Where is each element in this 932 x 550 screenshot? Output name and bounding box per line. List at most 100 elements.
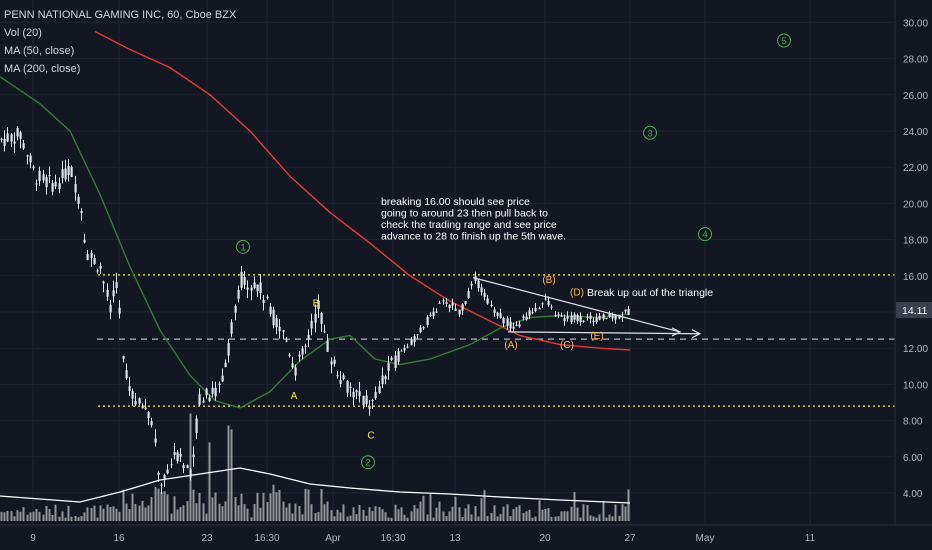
- volume-bar: [138, 505, 141, 521]
- candle-body: [48, 174, 51, 176]
- volume-bar: [470, 514, 473, 521]
- candle-body: [26, 155, 29, 157]
- candle-body: [573, 314, 576, 320]
- candle-body: [374, 391, 377, 399]
- current-price-label: 14.11: [902, 305, 928, 317]
- volume-bar: [378, 507, 381, 521]
- wave-label: 2: [365, 458, 370, 469]
- volume-bar: [243, 504, 246, 521]
- volume-bar: [16, 510, 19, 521]
- volume-bar: [13, 516, 16, 521]
- symbol-header[interactable]: PENN NATIONAL GAMING INC, 60, Cboe BZX: [4, 9, 237, 21]
- time-tick-label: 9: [30, 533, 36, 544]
- candle-body: [253, 282, 256, 289]
- candle-body: [317, 300, 320, 310]
- candle-body: [154, 438, 157, 443]
- volume-bar: [86, 507, 89, 521]
- time-tick-label: 23: [201, 533, 213, 544]
- volume-bar: [550, 516, 553, 521]
- time-tick-label: 16: [113, 533, 125, 544]
- volume-bar: [525, 511, 528, 521]
- candle-body: [461, 304, 464, 311]
- horizontal-levels: [97, 274, 895, 407]
- volume-bar: [582, 504, 585, 521]
- candle-body: [614, 314, 617, 320]
- volume-bar: [486, 515, 489, 521]
- candle-body: [102, 281, 105, 284]
- volume-bar: [250, 517, 253, 521]
- candle-body: [429, 314, 432, 317]
- candle-body: [266, 296, 269, 298]
- volume-bar: [134, 504, 137, 521]
- indicator-ma200[interactable]: MA (200, close): [4, 63, 81, 75]
- candle-body: [80, 211, 83, 214]
- volume-bar: [451, 506, 454, 521]
- volume-bar: [323, 504, 326, 521]
- candle-body: [195, 418, 198, 434]
- volume-bar: [445, 516, 448, 521]
- volume-bar: [118, 511, 121, 521]
- volume-bar: [202, 503, 205, 521]
- volume-bar: [298, 505, 301, 521]
- candle-body: [0, 138, 3, 140]
- triangle-note: Break up out of the triangle: [587, 287, 713, 299]
- candle-body: [144, 407, 147, 410]
- indicator-ma50[interactable]: MA (50, close): [4, 45, 75, 57]
- volume-bar: [326, 501, 329, 521]
- candle-body: [179, 454, 182, 457]
- candle-body: [109, 304, 112, 313]
- candle-body: [272, 309, 275, 326]
- candle-body: [58, 183, 61, 189]
- candle-body: [141, 406, 144, 409]
- candle-body: [138, 398, 141, 404]
- candle-body: [99, 266, 102, 269]
- candle-body: [250, 287, 253, 291]
- candle-body: [419, 327, 422, 333]
- candle-body: [189, 469, 192, 478]
- candle-body: [570, 315, 573, 322]
- candle-body: [403, 347, 406, 351]
- volume-bar: [547, 508, 550, 521]
- candle-body: [106, 289, 109, 297]
- candle-body: [77, 196, 80, 204]
- volume-bar: [278, 489, 281, 521]
- candle-body: [534, 307, 537, 311]
- wave-circle: [236, 239, 250, 254]
- candle-body: [480, 287, 483, 293]
- candle-body: [518, 324, 521, 327]
- triangle-arrow-head: [691, 329, 702, 339]
- wave-label: C: [367, 431, 374, 442]
- volume-bar: [195, 503, 198, 521]
- chart-grid: [0, 0, 895, 525]
- volume-bar: [458, 507, 461, 521]
- candle-body: [61, 169, 64, 178]
- volume-bar: [125, 503, 128, 521]
- volume-bar: [80, 516, 83, 521]
- candle-body: [237, 290, 240, 299]
- candle-body: [131, 390, 134, 399]
- candle-body: [550, 306, 553, 308]
- candle-body: [74, 183, 77, 193]
- volume-bar: [288, 503, 291, 521]
- candle-body: [486, 298, 489, 304]
- candle-body: [176, 452, 179, 462]
- candle-body: [432, 311, 435, 317]
- volume-bar: [499, 513, 502, 521]
- volume-bar: [362, 509, 365, 521]
- indicator-volume[interactable]: Vol (20): [4, 27, 42, 39]
- volume-bar: [330, 510, 333, 521]
- volume-bar: [83, 512, 86, 521]
- candle-body: [592, 320, 595, 323]
- volume-bar: [67, 505, 70, 521]
- candle-body: [285, 340, 288, 342]
- candle-body: [627, 308, 630, 315]
- time-tick-label: 27: [624, 533, 636, 544]
- candle-body: [182, 465, 185, 469]
- volume-bar: [528, 509, 531, 521]
- wave-label: (C): [560, 340, 574, 351]
- candle-body: [566, 316, 569, 319]
- volume-bar: [131, 493, 134, 521]
- volume-bar: [349, 515, 352, 521]
- volume-bar: [0, 511, 3, 521]
